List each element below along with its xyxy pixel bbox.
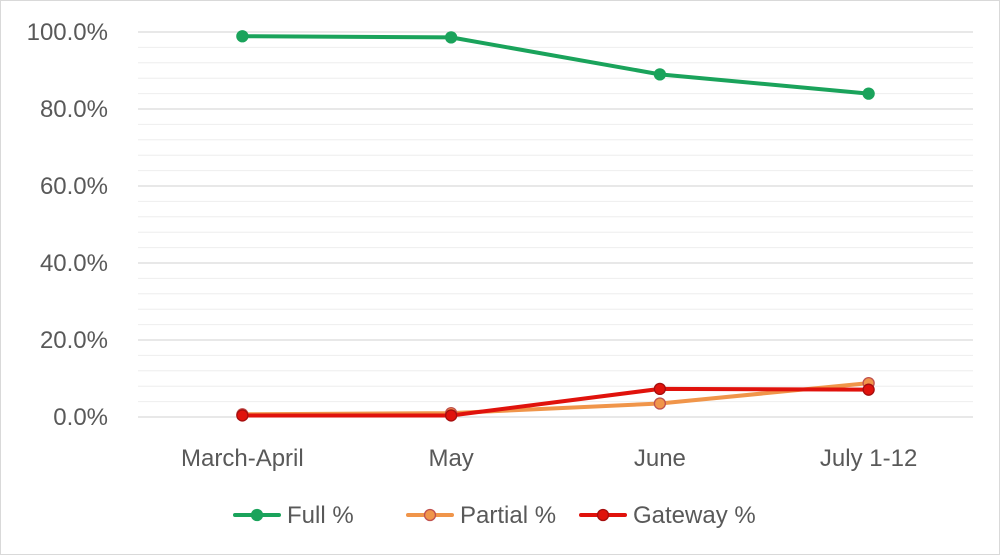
y-tick-label: 60.0%: [40, 173, 108, 200]
data-point: [862, 383, 875, 396]
legend-item: Gateway %: [579, 502, 756, 529]
y-axis-ticks: 0.0% 20.0% 40.0% 60.0% 80.0% 100.0%: [27, 19, 108, 431]
legend-marker: [250, 508, 264, 522]
legend-item: Full %: [233, 502, 354, 529]
x-tick-label: July 1-12: [820, 445, 917, 472]
legend-marker: [596, 508, 610, 522]
legend-label: Full %: [287, 502, 354, 529]
series-0: [236, 30, 875, 100]
data-point: [236, 30, 249, 43]
x-tick-label: March-April: [181, 445, 304, 472]
series-line: [240, 34, 871, 96]
data-point: [444, 409, 458, 422]
legend-marker: [423, 508, 437, 522]
series-2: [236, 382, 875, 422]
data-point: [653, 397, 667, 410]
series-line: [240, 386, 871, 418]
legend: Full % Partial % Gateway %: [233, 502, 756, 529]
y-tick-label: 100.0%: [27, 19, 108, 46]
data-point: [236, 409, 249, 422]
legend-label: Partial %: [460, 502, 556, 529]
y-tick-label: 40.0%: [40, 250, 108, 277]
y-tick-label: 0.0%: [53, 404, 108, 431]
legend-item: Partial %: [406, 502, 556, 529]
legend-label: Gateway %: [633, 502, 756, 529]
data-point: [653, 68, 667, 81]
data-point: [444, 31, 458, 44]
x-axis-ticks: March-April May June July 1-12: [181, 445, 917, 472]
y-tick-label: 80.0%: [40, 96, 108, 123]
gridlines: [138, 31, 973, 418]
series-lines: [236, 30, 875, 422]
data-point: [862, 87, 875, 100]
x-tick-label: June: [634, 445, 686, 472]
data-point: [653, 382, 667, 396]
y-tick-label: 20.0%: [40, 327, 108, 354]
x-tick-label: May: [428, 445, 473, 472]
